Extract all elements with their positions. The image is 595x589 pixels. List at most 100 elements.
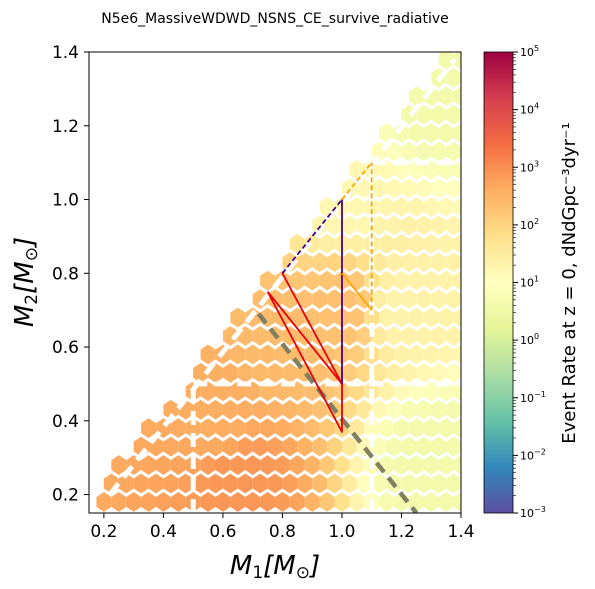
hexbin-cell-258 [379, 270, 395, 291]
hexbin-cell-23 [438, 492, 454, 512]
hexbin-cell-310 [438, 197, 454, 217]
colorbar-tick-label: 100 [520, 332, 539, 347]
x-axis-label: M1[M⊙] [230, 551, 320, 583]
hexbin-cell-275 [431, 252, 447, 273]
hexbin-cell-126 [222, 399, 238, 420]
hexbin-cell-347 [431, 104, 447, 125]
hexbin-cell-273 [401, 252, 417, 273]
hexbin-cell-288 [438, 233, 454, 254]
hexbin-cell-162 [468, 381, 483, 401]
hexbin-cell-232 [438, 307, 454, 328]
hexbin-cell-176 [386, 362, 402, 383]
hexbin-cell-259 [394, 270, 409, 291]
hexbin-cell-2 [126, 492, 142, 512]
hexbin-cell-7 [200, 492, 216, 512]
hexbin-cell-330 [468, 160, 483, 180]
hexbin-cell-54 [155, 455, 171, 475]
hexbin-cell-128 [252, 399, 268, 420]
hexbin-cell-44 [371, 473, 387, 494]
hexbin-cell-353 [453, 86, 461, 107]
hexbin-cell-199 [453, 344, 461, 365]
hexbin-cell-293 [341, 215, 357, 236]
hexbin-cell-62 [275, 455, 290, 475]
hexbin-cell-122 [163, 399, 179, 420]
hexbin-cell-291 [312, 215, 328, 236]
y-axis-label: M2[M⊙] [10, 237, 42, 327]
hexbin-cell-1 [111, 492, 127, 512]
colorbar-tick-label: 10−2 [520, 447, 546, 462]
hexbin-cell-87 [297, 436, 313, 457]
hexbin-cell-209 [341, 326, 357, 346]
hexbin-cell-245 [401, 289, 417, 309]
x-axis-ticks: 0.2 0.4 0.6 0.8 1.0 1.2 1.4 [90, 513, 475, 542]
hexbin-cell-197 [423, 344, 439, 365]
hexbin-cell-137 [386, 399, 402, 420]
hexbin-cell-125 [208, 399, 223, 420]
hexbin-cell-36 [252, 473, 268, 494]
hexbin-cell-17 [349, 492, 365, 512]
hexbin-cell-130 [282, 399, 298, 420]
hexbin-cell-67 [349, 455, 365, 475]
hexbin-cell-43 [356, 473, 372, 494]
hexbin-cell-286 [408, 233, 424, 254]
hexbin-cell-244 [386, 289, 402, 309]
hexbin-cell-357 [461, 68, 476, 88]
hexbin-cell-22 [423, 492, 439, 512]
hexbin-cell-59 [230, 455, 246, 475]
hexbin-cell-72 [423, 455, 439, 475]
hexbin-cell-352 [438, 86, 454, 107]
hexbin-cell-65 [319, 455, 335, 475]
hexbin-cell-42 [341, 473, 357, 494]
y-axis-ticks: 0.2 0.4 0.6 0.8 1.0 1.2 1.4 [52, 43, 89, 506]
hexbin-cell-270 [356, 252, 372, 273]
hexbin-cell-99 [141, 418, 156, 439]
hexbin-cell-118 [423, 418, 439, 439]
hexbin-cell-299 [431, 215, 447, 236]
hexbin-cell-242 [356, 289, 372, 309]
hexbin-cell-217 [461, 326, 476, 346]
hexbin-cell-256 [349, 270, 365, 291]
hexbin-cell-350 [408, 86, 424, 107]
hexbin-cell-253 [304, 270, 320, 291]
hexbin-cell-40 [312, 473, 328, 494]
overlay-line-red-solid-7 [281, 272, 343, 385]
hexbin-cell-252 [289, 270, 305, 291]
hexbin-cell-261 [423, 270, 439, 291]
hexbin-cell-359 [453, 52, 461, 70]
hexbin-cell-208 [327, 326, 342, 346]
x-tick-label: 0.4 [150, 522, 177, 542]
hexbin-cell-298 [416, 215, 432, 236]
hexbin-cell-248 [446, 289, 461, 309]
hexbin-cell-32 [193, 473, 209, 494]
hexbin-cell-117 [408, 418, 424, 439]
hexbin-cell-340 [408, 123, 424, 144]
hexbin-cell-272 [386, 252, 402, 273]
hexbin-cell-3 [141, 492, 156, 512]
hexbin-cell-265 [282, 252, 298, 273]
hexbin-cell-341 [423, 123, 439, 144]
hexbin-cell-236 [267, 289, 283, 309]
hexbin-cell-304 [349, 197, 365, 217]
colorbar-gradient [483, 51, 514, 514]
hexbin-cell-16 [334, 492, 350, 512]
hexbin-cell-135 [356, 399, 372, 420]
hexbin-cell-27 [118, 473, 134, 494]
hexbin-cell-266 [297, 252, 313, 273]
hexbin-cell-29 [148, 473, 164, 494]
hexbin-cell-169 [282, 362, 298, 383]
hexbin-cell-358 [438, 52, 454, 70]
hexbin-cell-41 [327, 473, 342, 494]
hexbin-cell-5 [170, 492, 186, 512]
hexbin-cell-361 [461, 31, 476, 51]
hexbin-cell-360 [468, 50, 483, 70]
hexbin-cell-33 [208, 473, 223, 494]
hexbin-cell-110 [304, 418, 320, 439]
hexbin-cell-31 [178, 473, 194, 494]
hexbin-cell-229 [394, 307, 409, 328]
hexbin-cell-311 [453, 197, 461, 217]
hexbin-cell-247 [431, 289, 447, 309]
hexbin-cell-332 [386, 141, 402, 162]
hexbin-cell-30 [163, 473, 179, 494]
hexbin-cell-163 [193, 362, 209, 383]
hexbin-cell-129 [267, 399, 283, 420]
